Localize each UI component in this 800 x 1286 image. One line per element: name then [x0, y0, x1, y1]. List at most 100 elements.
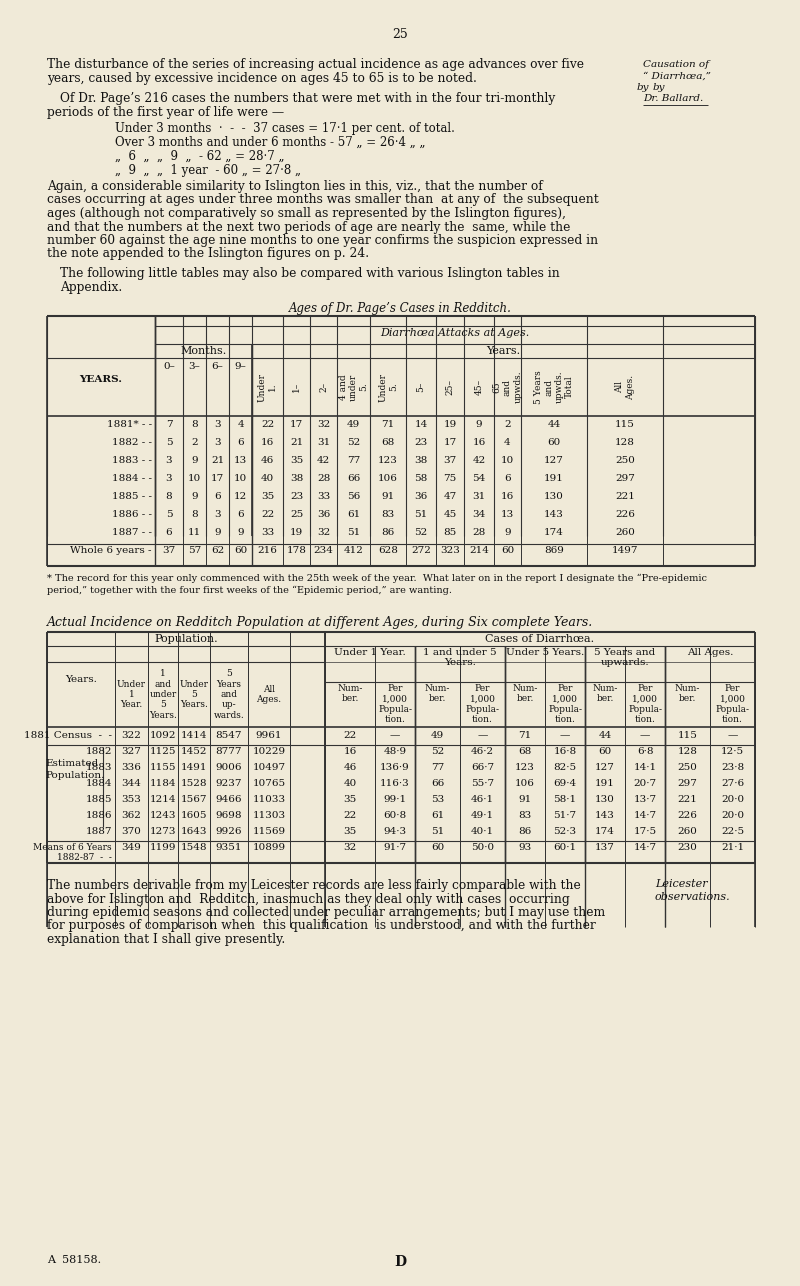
Text: 226: 226	[678, 811, 698, 820]
Text: Num-
ber.: Num- ber.	[592, 684, 618, 703]
Text: 250: 250	[678, 763, 698, 772]
Text: 1184: 1184	[150, 779, 176, 788]
Text: 25: 25	[392, 28, 408, 41]
Text: 38: 38	[290, 475, 303, 484]
Text: 49: 49	[347, 421, 360, 430]
Text: 14·7: 14·7	[634, 844, 657, 853]
Text: 1414: 1414	[181, 730, 207, 739]
Text: 23: 23	[414, 439, 428, 448]
Text: D: D	[394, 1255, 406, 1269]
Text: 60: 60	[431, 844, 444, 853]
Text: 35: 35	[261, 493, 274, 502]
Text: 40: 40	[261, 475, 274, 484]
Text: 91·7: 91·7	[383, 844, 406, 853]
Text: 16: 16	[261, 439, 274, 448]
Text: 66·7: 66·7	[471, 763, 494, 772]
Text: 5 Years and
upwards.: 5 Years and upwards.	[594, 648, 656, 667]
Text: 60: 60	[598, 747, 612, 756]
Text: number 60 against the age nine months to one year confirms the suspicion express: number 60 against the age nine months to…	[47, 234, 598, 247]
Text: 216: 216	[258, 547, 278, 556]
Text: 1881* - -: 1881* - -	[107, 421, 152, 430]
Text: 2: 2	[191, 439, 198, 448]
Text: 327: 327	[122, 747, 142, 756]
Text: 14·1: 14·1	[634, 763, 657, 772]
Text: Under 1 Year.: Under 1 Year.	[334, 648, 406, 657]
Text: 66: 66	[431, 779, 444, 788]
Text: 14: 14	[414, 421, 428, 430]
Text: 35: 35	[343, 827, 357, 836]
Text: The disturbance of the series of increasing actual incidence as age advances ove: The disturbance of the series of increas…	[47, 58, 584, 71]
Text: 22·5: 22·5	[721, 827, 744, 836]
Text: 412: 412	[343, 547, 363, 556]
Text: 1491: 1491	[181, 763, 207, 772]
Text: 130: 130	[595, 795, 615, 804]
Text: 336: 336	[122, 763, 142, 772]
Text: Over 3 months and under 6 months - 57 „ = 26·4 „ „: Over 3 months and under 6 months - 57 „ …	[115, 136, 426, 149]
Text: 48·9: 48·9	[383, 747, 406, 756]
Text: 94·3: 94·3	[383, 827, 406, 836]
Text: 25: 25	[290, 511, 303, 520]
Text: 174: 174	[595, 827, 615, 836]
Text: 13·7: 13·7	[634, 795, 657, 804]
Text: —: —	[390, 730, 400, 739]
Text: 35: 35	[343, 795, 357, 804]
Text: 22: 22	[343, 730, 357, 739]
Text: 49: 49	[431, 730, 444, 739]
Text: 49·1: 49·1	[471, 811, 494, 820]
Text: 85: 85	[443, 529, 457, 538]
Text: Num-
ber.: Num- ber.	[425, 684, 450, 703]
Text: 106: 106	[378, 475, 398, 484]
Text: 1885: 1885	[86, 795, 112, 804]
Text: 83: 83	[382, 511, 394, 520]
Text: 51: 51	[431, 827, 444, 836]
Text: period,” together with the four first weeks of the “Epidemic period,” are wantin: period,” together with the four first we…	[47, 586, 452, 595]
Text: 27·6: 27·6	[721, 779, 744, 788]
Text: 36: 36	[317, 511, 330, 520]
Text: 174: 174	[544, 529, 564, 538]
Text: 6: 6	[214, 493, 221, 502]
Text: 93: 93	[518, 844, 532, 853]
Text: 6·8: 6·8	[637, 747, 654, 756]
Text: 60·1: 60·1	[554, 844, 577, 853]
Text: 9351: 9351	[216, 844, 242, 853]
Text: 9: 9	[191, 457, 198, 466]
Text: 10: 10	[188, 475, 201, 484]
Text: 20·0: 20·0	[721, 795, 744, 804]
Text: Per
1,000
Popula-
tion.: Per 1,000 Popula- tion.	[466, 684, 499, 724]
Text: 52: 52	[431, 747, 444, 756]
Text: ages (although not comparatively so small as represented by the Islington figure: ages (although not comparatively so smal…	[47, 207, 566, 220]
Text: 55·7: 55·7	[471, 779, 494, 788]
Text: 136·9: 136·9	[380, 763, 410, 772]
Text: 31: 31	[472, 493, 486, 502]
Text: 272: 272	[411, 547, 431, 556]
Text: 353: 353	[122, 795, 142, 804]
Text: 28: 28	[317, 475, 330, 484]
Text: 1884: 1884	[86, 779, 112, 788]
Text: 1886: 1886	[86, 811, 112, 820]
Text: 14·7: 14·7	[634, 811, 657, 820]
Text: 5: 5	[166, 511, 172, 520]
Text: 35: 35	[290, 457, 303, 466]
Text: 9: 9	[504, 529, 511, 538]
Text: Means of 6 Years
1882-87  -  -: Means of 6 Years 1882-87 - -	[34, 844, 112, 863]
Text: by: by	[637, 84, 650, 93]
Text: 46·1: 46·1	[471, 795, 494, 804]
Text: Years.: Years.	[486, 346, 521, 356]
Text: 75: 75	[443, 475, 457, 484]
Text: Per
1,000
Popula-
tion.: Per 1,000 Popula- tion.	[378, 684, 412, 724]
Text: 250: 250	[615, 457, 635, 466]
Text: 0–: 0–	[163, 361, 175, 370]
Text: 9–: 9–	[234, 361, 246, 370]
Text: 83: 83	[518, 811, 532, 820]
Text: 5
Years
and
up-
wards.: 5 Years and up- wards.	[214, 669, 244, 720]
Text: 214: 214	[469, 547, 489, 556]
Text: 127: 127	[544, 457, 564, 466]
Text: 6: 6	[166, 529, 172, 538]
Text: 10229: 10229	[253, 747, 286, 756]
Text: 137: 137	[595, 844, 615, 853]
Text: 116·3: 116·3	[380, 779, 410, 788]
Text: Again, a considerable similarity to Islington lies in this, viz., that the numbe: Again, a considerable similarity to Isli…	[47, 180, 542, 193]
Text: 5: 5	[166, 439, 172, 448]
Text: cases occurring at ages under three months was smaller than  at any of  the subs: cases occurring at ages under three mont…	[47, 193, 598, 207]
Text: 8: 8	[191, 511, 198, 520]
